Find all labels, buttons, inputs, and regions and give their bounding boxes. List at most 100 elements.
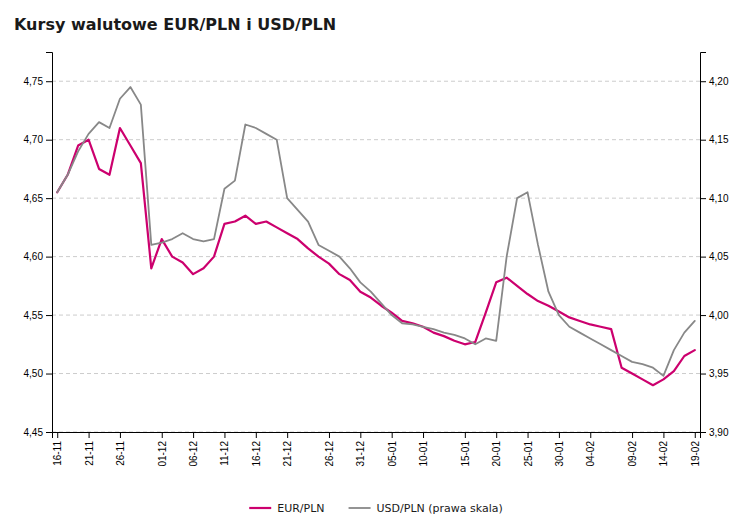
- y-axis-line: [46, 53, 53, 433]
- y2-tick: 3,90: [700, 427, 729, 438]
- y2-tick-mark: [700, 198, 706, 199]
- x-axis-line: [53, 433, 701, 439]
- x-tick-label: 26-12: [324, 441, 335, 467]
- x-tick: 31-12: [355, 432, 366, 467]
- y2-tick: 4,20: [700, 76, 729, 87]
- series-line: [57, 128, 695, 385]
- x-tick: 25-01: [523, 432, 534, 467]
- y-tick: 4,45: [24, 427, 52, 438]
- chart: Kursy walutowe EUR/PLN i USD/PLN 16-11 21-…: [0, 0, 752, 524]
- x-tick: 01-12: [157, 432, 168, 467]
- x-tick-mark: [559, 432, 560, 438]
- y-tick-mark: [46, 81, 52, 82]
- x-tick: 21-12: [282, 432, 293, 467]
- y2-axis-line: [701, 53, 707, 433]
- x-tick-mark: [695, 432, 696, 438]
- y2-tick-label: 3,95: [709, 368, 729, 379]
- y2-tick-label: 4,10: [709, 193, 729, 204]
- x-tick: 16-11: [52, 432, 63, 466]
- x-tick-mark: [224, 432, 225, 438]
- y-axis: 4,45 4,50 4,55 4,60 4,65 4,70 4,75: [24, 53, 53, 438]
- title: Kursy walutowe EUR/PLN i USD/PLN: [14, 15, 336, 34]
- y2-axis: 3,903,954,004,054,104,154,20: [700, 53, 729, 438]
- x-tick-label: 21-12: [282, 441, 293, 467]
- x-tick-label: 30-01: [554, 441, 565, 467]
- legend: EUR/PLN USD/PLN (prawa skala): [249, 502, 503, 515]
- y-tick-label: 4,70: [24, 134, 44, 145]
- y-tick-mark: [46, 257, 52, 258]
- plot: 16-1121-1126-1101-1206-1211-1216-1221-12…: [24, 53, 729, 467]
- x-tick-label: 20-01: [491, 441, 502, 467]
- y-tick-mark: [46, 432, 52, 433]
- y-tick-label: 4,65: [24, 193, 44, 204]
- y-tick-label: 4,45: [24, 427, 44, 438]
- x-tick-mark: [89, 432, 90, 438]
- y2-tick-label: 3,90: [709, 427, 729, 438]
- x-tick-label: 31-12: [355, 441, 366, 467]
- x-tick: 16-12: [251, 432, 262, 467]
- x-tick: 09-02: [627, 432, 638, 467]
- x-tick-label: 26-11: [115, 441, 126, 466]
- y-tick-label: 4,75: [24, 76, 44, 87]
- y2-tick-mark: [700, 432, 706, 433]
- y-tick: 4,60: [24, 251, 52, 262]
- x-tick: 10-01: [418, 432, 429, 467]
- grid-line: [52, 373, 700, 374]
- x-tick-label: 05-01: [387, 441, 398, 467]
- x-tick-mark: [632, 432, 633, 438]
- x-tick-label: 04-02: [585, 441, 596, 467]
- x-tick-mark: [392, 432, 393, 438]
- series-line: [57, 87, 695, 376]
- y-tick-mark: [46, 315, 52, 316]
- x-tick-label: 10-01: [418, 441, 429, 467]
- x-tick-mark: [465, 432, 466, 438]
- y2-tick: 4,15: [700, 134, 729, 145]
- y2-tick: 4,10: [700, 193, 729, 204]
- x-tick: 19-02: [690, 432, 701, 467]
- x-tick-label: 19-02: [690, 441, 701, 467]
- y2-tick-mark: [700, 140, 706, 141]
- x-tick: 14-02: [658, 432, 669, 467]
- x-tick-label: 25-01: [523, 441, 534, 467]
- x-tick: 05-01: [387, 432, 398, 467]
- x-tick-mark: [423, 432, 424, 438]
- x-tick: 30-01: [554, 432, 565, 467]
- legend-item: USD/PLN (prawa skala): [349, 502, 503, 515]
- grid: [52, 81, 700, 432]
- x-tick-mark: [329, 432, 330, 438]
- y2-tick: 3,95: [700, 368, 729, 379]
- x-tick-mark: [590, 432, 591, 438]
- x-tick-mark: [120, 432, 121, 438]
- x-tick-mark: [528, 432, 529, 438]
- y2-tick-mark: [700, 374, 706, 375]
- x-tick-label: 11-12: [219, 441, 230, 466]
- y2-tick: 4,05: [700, 251, 729, 262]
- y-tick: 4,75: [24, 76, 52, 87]
- grid-line: [52, 198, 700, 199]
- y-tick-mark: [46, 140, 52, 141]
- y-tick-label: 4,55: [24, 310, 44, 321]
- x-tick: 04-02: [585, 432, 596, 467]
- grid-line: [52, 139, 700, 140]
- grid-line: [52, 81, 700, 82]
- x-tick-mark: [162, 432, 163, 438]
- y-tick-label: 4,60: [24, 251, 44, 262]
- x-tick-mark: [256, 432, 257, 438]
- y-tick-mark: [46, 198, 52, 199]
- y-tick: 4,55: [24, 310, 52, 321]
- legend-item: EUR/PLN: [249, 502, 324, 515]
- x-tick-mark: [287, 432, 288, 438]
- legend-swatch: [249, 507, 271, 509]
- x-tick: 20-01: [491, 432, 502, 467]
- y-tick-label: 4,50: [24, 368, 44, 379]
- grid-line: [52, 315, 700, 316]
- series-group: [57, 87, 695, 385]
- y-tick: 4,70: [24, 134, 52, 145]
- x-tick-label: 09-02: [627, 441, 638, 467]
- x-tick: 11-12: [219, 432, 230, 466]
- y2-tick-label: 4,20: [709, 76, 729, 87]
- y2-tick-label: 4,15: [709, 134, 729, 145]
- x-tick: 06-12: [188, 432, 199, 467]
- y-tick: 4,65: [24, 193, 52, 204]
- x-axis: 16-1121-1126-1101-1206-1211-1216-1221-12…: [52, 432, 701, 467]
